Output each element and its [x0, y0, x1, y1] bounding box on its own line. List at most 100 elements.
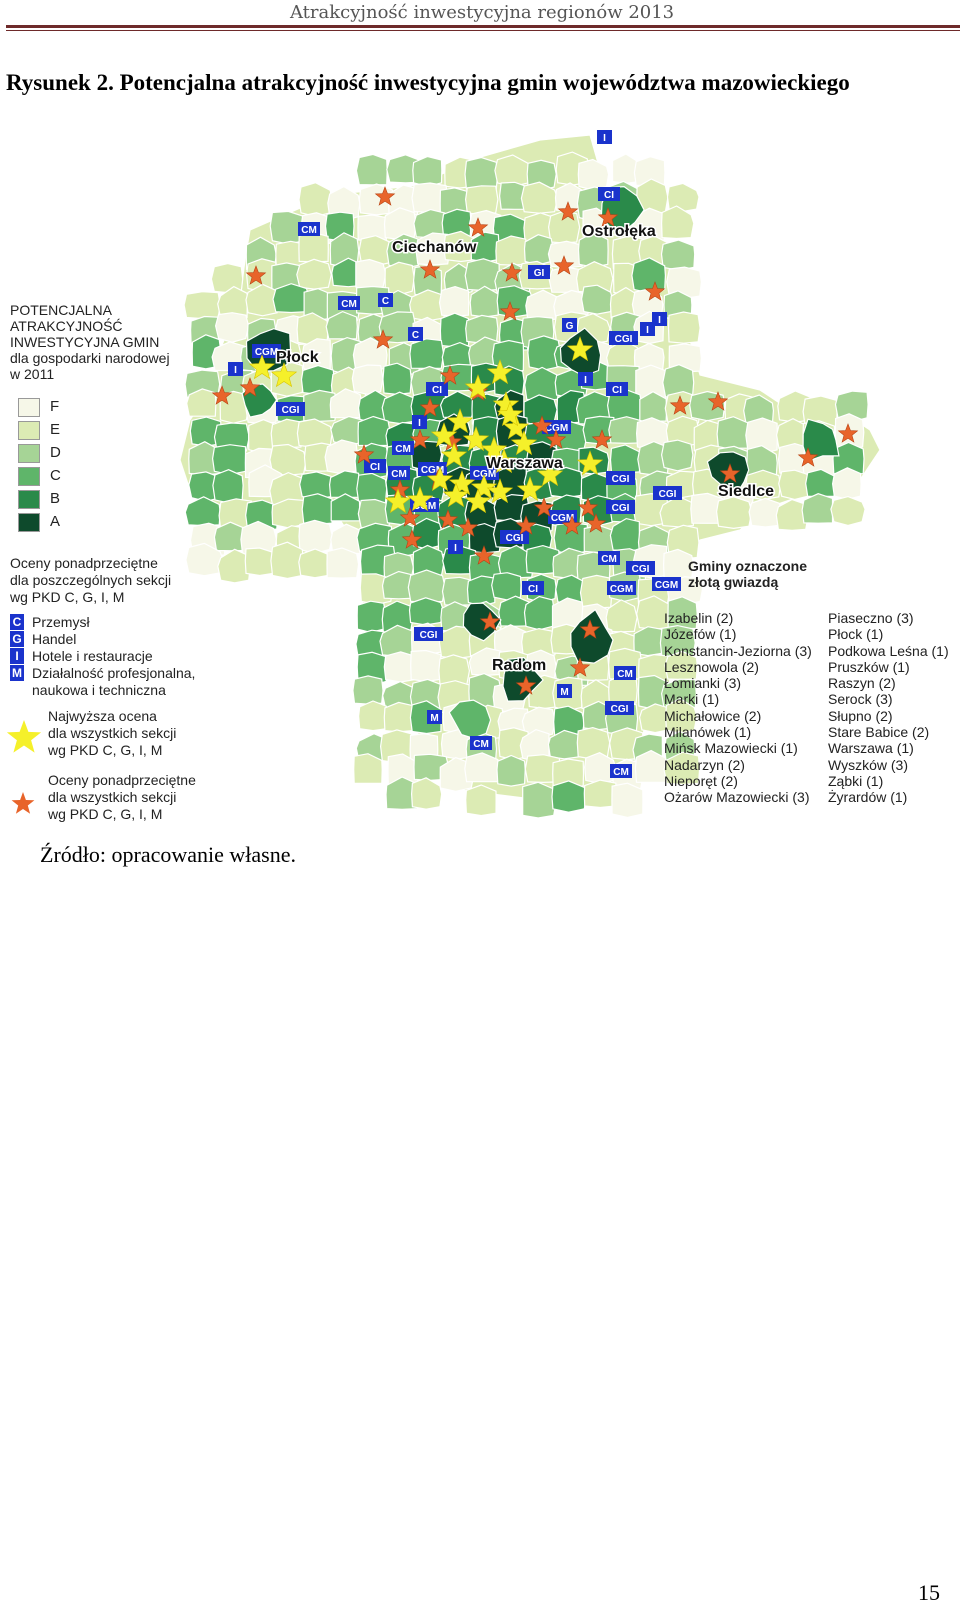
gmina-entry: Raszyn (2) — [828, 675, 896, 692]
orange-star-marker — [669, 395, 691, 415]
gold-star-marker — [270, 362, 298, 388]
gold-star-line: wg PKD C, G, I, M — [48, 742, 163, 758]
gmina-region — [633, 626, 665, 657]
gmina-region — [464, 258, 500, 292]
orange-star-marker — [401, 529, 423, 549]
header-rule-thin — [6, 30, 960, 31]
gmina-region — [665, 697, 698, 734]
gmina-entry: Wyszków (3) — [828, 756, 908, 773]
gold-star-marker — [536, 461, 564, 487]
legend-heading-line: ATRAKCYJNOŚĆ — [10, 318, 123, 334]
section-tag: CM — [598, 551, 620, 565]
svg-text:I: I — [584, 375, 587, 386]
gmina-region — [214, 312, 250, 343]
svg-text:CM: CM — [395, 444, 411, 455]
section-tag: I — [652, 312, 667, 326]
section-letter: G — [10, 631, 24, 647]
gmina-region — [830, 495, 866, 527]
svg-text:CGI: CGI — [615, 334, 633, 345]
gmina-region — [298, 548, 330, 579]
gmina-region — [666, 182, 700, 213]
orange-star-marker — [353, 444, 375, 464]
class-swatch-row: A — [18, 513, 78, 532]
legend-heading-line: w 2011 — [10, 366, 55, 382]
gmina-region — [351, 364, 384, 395]
gold-star-marker — [480, 436, 508, 462]
section-tag: I — [597, 130, 612, 144]
section-tag: C — [378, 293, 393, 307]
svg-text:CGI: CGI — [612, 474, 630, 485]
gmina-region — [660, 239, 696, 271]
gmina-region — [495, 235, 527, 266]
orange-star-marker — [797, 447, 819, 467]
city-label: Siedlce — [718, 483, 774, 500]
class-label: B — [50, 490, 61, 507]
svg-text:CGI: CGI — [282, 405, 300, 416]
gmina-entry: Łomianki (3) — [664, 675, 742, 692]
gmina-region — [634, 749, 668, 784]
orange-star-marker — [211, 385, 233, 405]
gold-star-marker — [448, 470, 476, 496]
gold-star-marker — [384, 488, 412, 514]
section-tag: CGI — [609, 331, 638, 345]
svg-text:CI: CI — [432, 385, 442, 396]
section-tag: CM — [298, 222, 320, 236]
gmina-region — [605, 599, 638, 633]
gmina-cluster — [570, 608, 614, 664]
gold-star-marker — [486, 478, 514, 504]
sections-heading-line: dla poszczególnych sekcji — [10, 572, 172, 588]
gmina-entry: Milanówek (1) — [664, 724, 752, 741]
orange-star-marker — [585, 513, 607, 533]
gold-star-line: dla wszystkich sekcji — [48, 725, 177, 741]
gold-star-icon — [6, 720, 42, 753]
gmina-region — [439, 390, 476, 418]
section-tag: CM — [388, 466, 410, 480]
section-tag: M — [557, 684, 572, 698]
gmina-entry: Nadarzyn (2) — [664, 756, 745, 773]
section-tag: CGM — [252, 344, 281, 358]
gmina-region — [716, 416, 750, 449]
gmina-entry: Warszawa (1) — [828, 740, 914, 757]
gmina-entry: Płock (1) — [828, 626, 884, 643]
gmina-region — [298, 182, 333, 218]
gmina-region — [385, 776, 421, 811]
gmina-entry: Mińsk Mazowiecki (1) — [664, 740, 798, 757]
gmina-region — [801, 493, 834, 524]
gmina-region — [300, 364, 335, 395]
section-tag: I — [640, 322, 655, 336]
svg-text:C: C — [412, 330, 419, 341]
orange-star-marker — [501, 262, 523, 282]
svg-text:CGM: CGM — [255, 347, 278, 358]
gmina-region — [298, 519, 334, 555]
class-swatch-row: E — [18, 421, 78, 440]
section-tag: CM — [392, 441, 414, 455]
gmina-region — [217, 548, 251, 584]
gmina-region — [663, 751, 701, 786]
gmina-region — [660, 439, 694, 472]
svg-text:CI: CI — [528, 584, 538, 595]
gmina-entry: Słupno (2) — [828, 707, 893, 724]
orange-star-marker — [419, 259, 441, 279]
legend-heading-line: INWESTYCYJNA GMIN — [10, 334, 160, 350]
sections-heading-line: wg PKD C, G, I, M — [10, 589, 125, 605]
section-tag: CGI — [626, 561, 655, 575]
orange-star-line: wg PKD C, G, I, M — [48, 806, 163, 822]
section-tag: CGI — [414, 627, 443, 641]
section-letter: M — [10, 665, 24, 681]
gmina-region — [439, 312, 470, 348]
gmina-region — [353, 753, 383, 784]
orange-star-marker — [439, 365, 461, 385]
gmina-entry: Podkowa Leśna (1) — [828, 642, 949, 659]
orange-star-marker — [437, 509, 459, 529]
gmina-region — [666, 266, 703, 299]
section-label: Handel — [32, 631, 77, 647]
gmina-region — [270, 418, 305, 449]
class-swatch — [18, 467, 40, 486]
class-swatch — [18, 398, 40, 417]
gold-star-marker — [430, 422, 458, 448]
gmina-region — [245, 283, 279, 317]
gmina-region — [410, 777, 443, 810]
orange-star-marker — [419, 397, 441, 417]
gold-star-marker — [440, 442, 468, 468]
